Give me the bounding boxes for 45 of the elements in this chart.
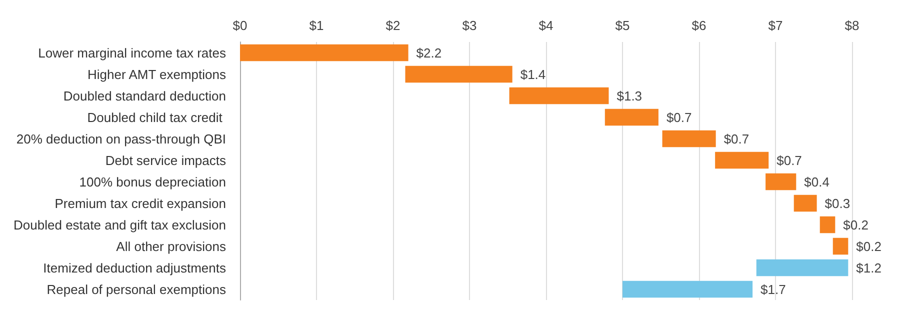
y-tick-label: All other provisions <box>116 238 226 254</box>
y-tick-label: Doubled estate and gift tax exclusion <box>14 217 226 232</box>
y-tick-label: 20% deduction on pass-through QBI <box>16 131 226 146</box>
data-label: $1.2 <box>856 260 882 276</box>
x-tick-label: $4 <box>538 18 554 33</box>
data-label: $1.4 <box>520 66 546 82</box>
y-tick-label: 100% bonus depreciation <box>79 174 226 190</box>
y-tick-label: Higher AMT exemptions <box>88 66 226 82</box>
bar <box>509 87 609 104</box>
data-label: $0.2 <box>843 217 868 232</box>
y-tick-label: Premium tax credit expansion <box>54 196 226 211</box>
data-label: $1.3 <box>616 88 642 104</box>
y-tick-label: Debt service impacts <box>105 152 226 168</box>
x-tick-label: $3 <box>462 18 477 33</box>
data-label: $0.4 <box>804 174 830 190</box>
bar <box>622 280 753 298</box>
data-label: $0.7 <box>666 110 692 125</box>
bar <box>820 216 836 234</box>
data-label: $0.3 <box>824 196 850 211</box>
bar <box>832 238 848 255</box>
x-tick-label: $5 <box>615 18 630 33</box>
data-label: $0.7 <box>776 152 802 168</box>
y-tick-label: Doubled child tax credit <box>87 110 226 125</box>
x-tick-label: $1 <box>309 18 324 33</box>
data-label: $0.7 <box>724 131 750 146</box>
data-label: $2.2 <box>416 45 442 60</box>
x-tick-label: $0 <box>232 18 248 33</box>
x-tick-label: $7 <box>768 18 783 33</box>
bar <box>405 66 512 83</box>
bar <box>662 130 716 148</box>
x-tick-label: $6 <box>692 18 706 33</box>
y-tick-label: Itemized deduction adjustments <box>43 260 226 276</box>
bar <box>240 44 408 62</box>
bar <box>794 194 817 212</box>
y-tick-label: Lower marginal income tax rates <box>38 45 226 60</box>
bar <box>604 108 658 126</box>
data-label: $0.2 <box>856 238 882 254</box>
y-tick-label: Doubled standard deduction <box>63 88 226 104</box>
y-tick-label: Repeal of personal exemptions <box>46 282 226 297</box>
bar <box>756 259 848 276</box>
x-tick-label: $8 <box>844 18 860 33</box>
bar <box>715 152 769 169</box>
data-label: $1.7 <box>760 282 786 297</box>
bar <box>766 173 796 190</box>
x-tick-label: $2 <box>386 18 400 33</box>
